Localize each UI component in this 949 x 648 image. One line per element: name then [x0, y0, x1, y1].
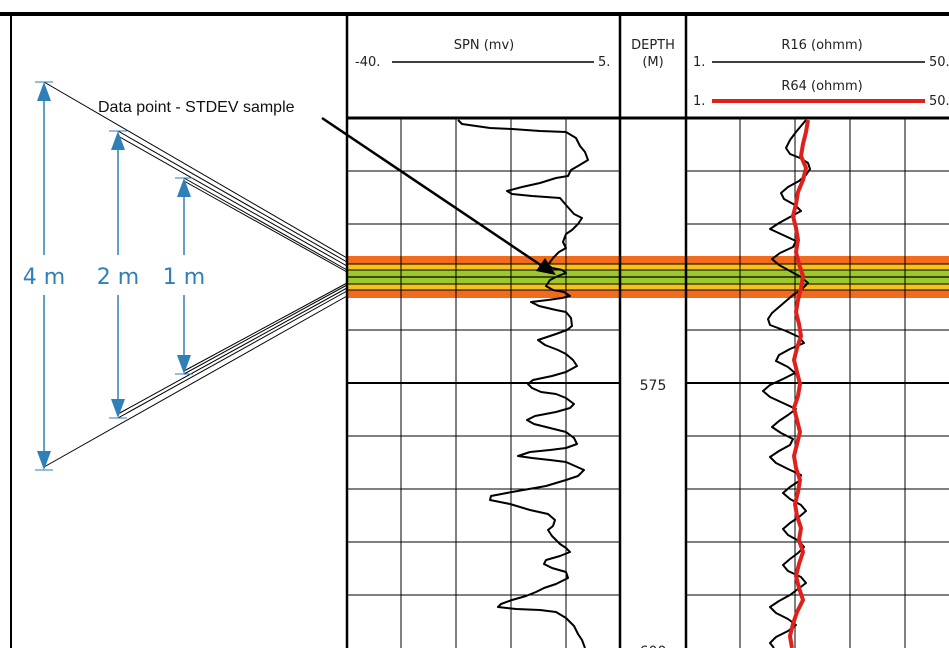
- window-lines: [43, 81, 348, 468]
- r16-title: R16 (ohmm): [781, 38, 862, 53]
- r64-scale-min: 1.: [693, 94, 705, 109]
- depth-label-575: 575: [640, 378, 667, 394]
- r16-scale-min: 1.: [693, 55, 705, 70]
- track-grid: [347, 118, 949, 648]
- annotation-label: Data point - STDEV sample: [98, 99, 295, 116]
- spn-header: SPN (mv) -40. 5.: [355, 38, 610, 70]
- stdev-sample-bands: [347, 256, 949, 298]
- depth-unit: (M): [642, 55, 663, 70]
- spn-scale-min: -40.: [355, 55, 380, 70]
- dimension-2m: 2 m: [97, 130, 139, 419]
- depth-title: DEPTH: [631, 38, 675, 53]
- r64-scale-max: 50.: [929, 94, 949, 109]
- depth-label-600: 600: [640, 644, 667, 648]
- window-label-4m: 4 m: [23, 265, 65, 290]
- dimension-1m: 1 m: [163, 177, 205, 375]
- window-label-1m: 1 m: [163, 265, 205, 290]
- r64-curve: [788, 119, 810, 648]
- log-frame: [0, 12, 949, 648]
- annotation-arrow: [321, 116, 556, 275]
- spn-title: SPN (mv): [454, 38, 514, 53]
- spn-scale-max: 5.: [598, 55, 610, 70]
- depth-header: DEPTH (M): [631, 38, 675, 70]
- spn-curve: [457, 119, 589, 648]
- r64-title: R64 (ohmm): [781, 79, 862, 94]
- log-curves: [457, 119, 811, 648]
- dimension-4m: 4 m: [23, 81, 65, 471]
- r16-curve: [762, 119, 811, 648]
- r16-scale-max: 50.: [929, 55, 949, 70]
- resistivity-header: R16 (ohmm) 1. 50. R64 (ohmm) 1. 50.: [693, 38, 949, 109]
- window-label-2m: 2 m: [97, 265, 139, 290]
